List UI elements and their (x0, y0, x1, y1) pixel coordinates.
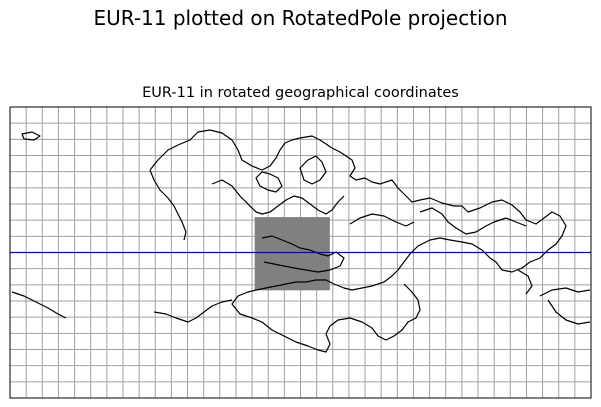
coastline-scandinavia (299, 155, 327, 185)
coastline-west-left (149, 169, 187, 241)
coastline-topleft-island (21, 131, 41, 141)
figure-suptitle: EUR-11 plotted on RotatedPole projection (93, 6, 508, 30)
axes-frame (9, 106, 592, 399)
coastline-right-lower (539, 287, 591, 297)
coastline-europe-upper (211, 179, 345, 215)
coastline-mediterranean (261, 235, 345, 273)
coastline-far-east (419, 207, 527, 235)
coastline-right-bump (517, 269, 533, 295)
axes-title: EUR-11 in rotated geographical coordinat… (142, 85, 459, 101)
coastline-baltic (255, 171, 283, 193)
coastline-east (349, 213, 415, 227)
eur11-domain-box (254, 217, 330, 291)
coastline-left-edge (11, 291, 67, 319)
coastline-right-lower-2 (547, 299, 591, 325)
coastline-north-atlantic (149, 129, 567, 353)
coastline-south-cape (153, 299, 233, 323)
coastlines (11, 129, 591, 353)
